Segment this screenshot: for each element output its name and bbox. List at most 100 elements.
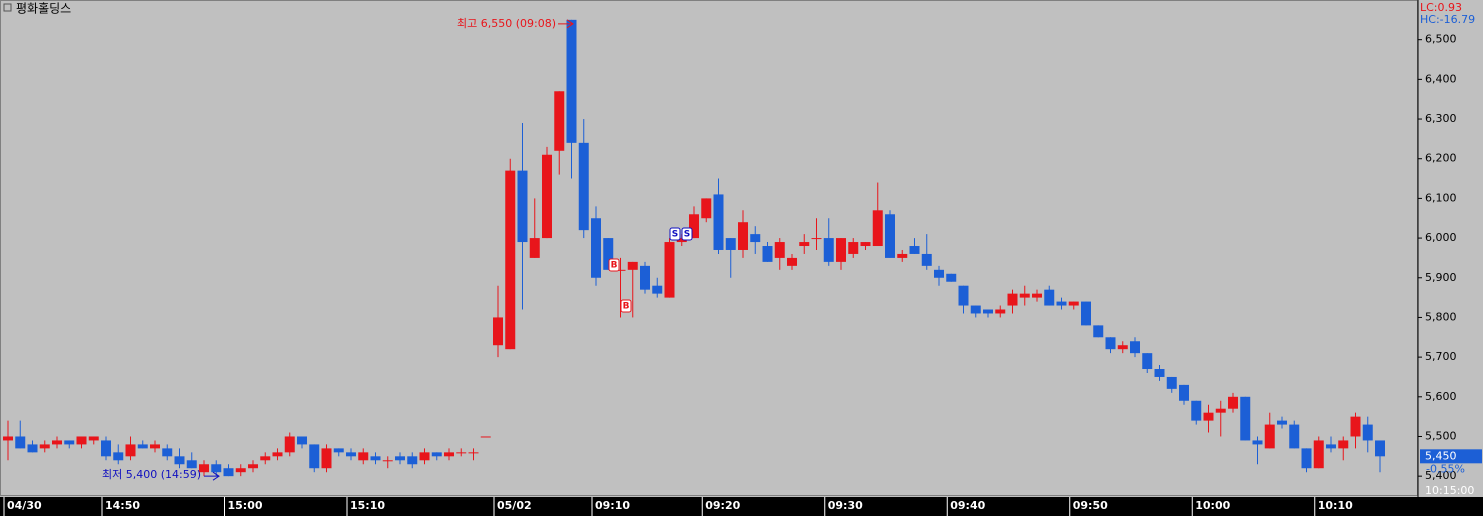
indicator: LC:0.93: [1420, 1, 1462, 14]
candle-body: [382, 460, 393, 462]
candle-body: [468, 452, 479, 454]
indicator: HC:-16.79: [1420, 13, 1475, 26]
candle-body: [664, 242, 675, 298]
candle-body: [1142, 353, 1153, 370]
candle-body: [64, 440, 75, 445]
x-tick-label: 15:10: [350, 499, 385, 512]
candle-body: [137, 444, 148, 449]
candle-body: [309, 444, 320, 469]
candle-body: [517, 170, 528, 243]
x-tick-label: 09:40: [950, 499, 985, 512]
candle-body: [860, 242, 871, 247]
signal-marker: [620, 299, 632, 313]
low-note: 최저 5,400 (14:59): [102, 468, 201, 481]
y-tick-label: 6,400: [1425, 72, 1457, 85]
signal-marker: [681, 227, 693, 241]
candle-body: [1007, 293, 1018, 306]
current-time: 10:15:00: [1425, 484, 1474, 497]
last-price-box: [1420, 449, 1482, 464]
candle-body: [1154, 369, 1165, 377]
y-tick-label: 6,500: [1425, 33, 1457, 46]
candle-body: [125, 444, 136, 457]
candle-body: [1203, 412, 1214, 421]
candle-body: [223, 468, 234, 477]
candle-body: [934, 269, 944, 278]
candle-body: [1264, 424, 1275, 449]
signal-label: B: [623, 302, 630, 312]
candle-body: [174, 456, 185, 465]
x-tick-label: 09:20: [705, 499, 740, 512]
candle-body: [836, 238, 846, 262]
candle-body: [248, 464, 258, 469]
candle-body: [1338, 440, 1349, 449]
signal-marker: [669, 227, 681, 241]
y-tick-label: 6,000: [1425, 231, 1457, 244]
candle-body: [1044, 289, 1055, 306]
candle-body: [101, 440, 111, 457]
candle-body: [1130, 341, 1140, 354]
candle-body: [260, 456, 271, 461]
y-tick-label: 5,900: [1425, 271, 1457, 284]
candle-body: [211, 464, 222, 473]
candle-body: [701, 198, 712, 219]
candle-body: [1252, 440, 1263, 445]
candle-body: [284, 436, 295, 453]
candle-body: [578, 142, 589, 231]
candle-body: [1056, 301, 1067, 306]
candle-body: [15, 436, 26, 449]
y-tick-label: 5,700: [1425, 350, 1457, 363]
candle-body: [456, 452, 467, 454]
candle-body: [1215, 408, 1226, 413]
x-tick-label: 09:10: [595, 499, 630, 512]
candle-body: [995, 309, 1006, 314]
candle-body: [1179, 384, 1189, 401]
candle-body: [848, 242, 859, 254]
candle-body: [566, 19, 577, 143]
signal-marker: [608, 258, 620, 272]
candle-body: [1362, 424, 1373, 441]
candle-body: [823, 238, 834, 262]
signal-label: S: [672, 230, 678, 240]
candle-body: [1105, 337, 1116, 350]
last-change: -0.55%: [1426, 462, 1465, 475]
chart-title: 평화홀딩스: [16, 2, 71, 16]
candle-body: [272, 452, 283, 457]
candle-body: [1019, 293, 1030, 298]
candle-body: [52, 440, 62, 445]
candle-body: [554, 91, 565, 151]
candle-body: [689, 214, 699, 239]
title-icon: [3, 3, 12, 12]
candle-body: [346, 452, 356, 457]
candle-body: [872, 210, 883, 247]
candle-body: [909, 246, 920, 254]
candle-body: [1240, 396, 1251, 441]
time-axis: [0, 497, 1483, 516]
candle-body: [762, 246, 773, 262]
candle-body: [1350, 416, 1361, 437]
candle-body: [199, 464, 209, 473]
candle-body: [750, 234, 761, 243]
candle-body: [39, 444, 50, 449]
candle-body: [88, 436, 99, 441]
candle-body: [958, 285, 969, 306]
candle-body: [787, 257, 797, 266]
signal-label: S: [684, 230, 690, 240]
candle-body: [480, 436, 491, 438]
candle-body: [419, 452, 430, 461]
x-tick-label: 10:00: [1195, 499, 1230, 512]
candle-body: [713, 194, 724, 250]
candle-body: [1375, 440, 1385, 457]
y-tick-label: 5,600: [1425, 390, 1457, 403]
y-tick-label: 6,200: [1425, 152, 1457, 165]
candle-body: [358, 452, 369, 461]
candle-body: [235, 468, 246, 473]
candle-body: [676, 238, 687, 243]
y-tick-label: 5,500: [1425, 429, 1457, 442]
candle-body: [1117, 345, 1128, 350]
signal-label: B: [611, 261, 618, 271]
y-tick-label: 5,400: [1425, 469, 1457, 482]
candle-body: [885, 214, 895, 258]
